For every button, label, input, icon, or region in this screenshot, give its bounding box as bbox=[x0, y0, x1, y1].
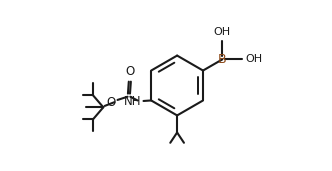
Text: NH: NH bbox=[124, 95, 141, 108]
Text: O: O bbox=[125, 65, 134, 78]
Text: B: B bbox=[218, 53, 227, 66]
Text: OH: OH bbox=[245, 54, 263, 64]
Text: OH: OH bbox=[214, 27, 231, 37]
Text: O: O bbox=[107, 95, 116, 109]
